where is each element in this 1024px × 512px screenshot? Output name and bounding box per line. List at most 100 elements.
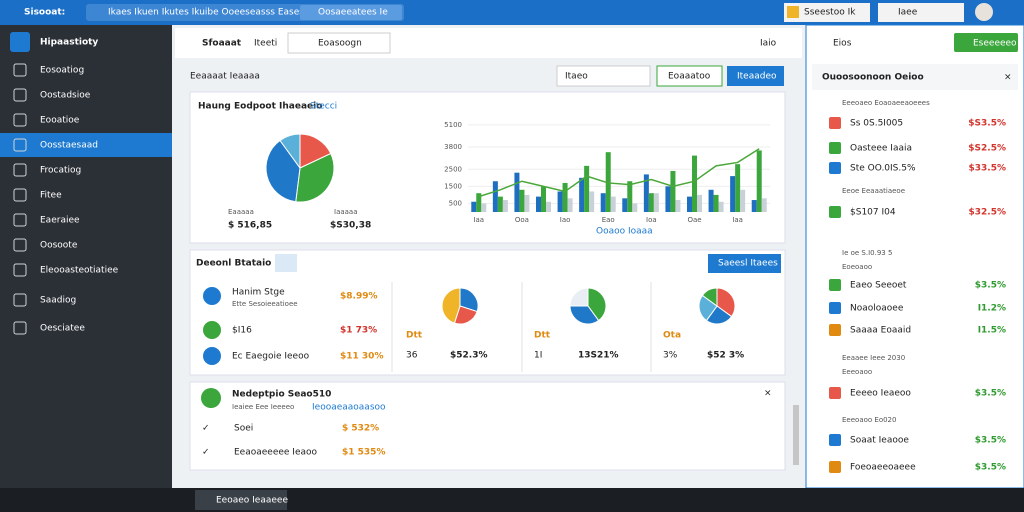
item-icon	[829, 461, 841, 473]
panel-item: Noaoloaoee	[850, 304, 904, 314]
bar	[761, 198, 767, 212]
nav-item[interactable]: Frocatiog	[40, 166, 81, 176]
bar	[600, 193, 606, 212]
tab[interactable]	[300, 5, 402, 20]
bar	[481, 203, 487, 212]
pie-slice	[569, 305, 600, 325]
account-box[interactable]	[784, 3, 870, 22]
search-box[interactable]	[878, 3, 964, 22]
panel-value: I1.2%	[978, 304, 1006, 314]
row-name: Ec Eaegoie Ieeoo	[232, 352, 310, 362]
nav-item[interactable]: Eooatioe	[40, 116, 80, 126]
right-panel	[805, 24, 1024, 489]
toolbar-tab[interactable]: Iteeti	[254, 39, 277, 49]
nav-item[interactable]: Eaeraiee	[40, 216, 80, 226]
row-icon	[203, 287, 221, 305]
item-icon	[829, 117, 841, 129]
scrollbar[interactable]	[793, 405, 799, 465]
nav-item[interactable]: Saadiog	[40, 296, 76, 306]
bar	[584, 165, 590, 212]
panel-heading: Eeeoaoo	[842, 368, 872, 376]
nav-item[interactable]: Eosoatiog	[40, 66, 84, 76]
pie-small: 36	[406, 351, 418, 361]
card-title: Nedeptpio Seao510	[232, 390, 331, 400]
sidebar-title: Hipaastioty	[40, 38, 98, 48]
panel-value: $3.5%	[975, 389, 1006, 399]
bar	[648, 193, 654, 212]
nav-icon	[13, 63, 27, 77]
button[interactable]	[727, 66, 784, 86]
bar	[692, 155, 697, 212]
taskbar	[0, 488, 1024, 512]
pie-slice	[279, 133, 301, 170]
taskbar-app[interactable]	[195, 490, 287, 510]
nav-item[interactable]: Oostadsioe	[40, 91, 91, 101]
pie-value: $52.3%	[450, 351, 488, 361]
x-tick-label: Eao	[602, 216, 615, 224]
notice-link[interactable]: Ieooaeaaoaasoo	[312, 403, 386, 413]
nav-item[interactable]: Oosstaesaad	[40, 141, 98, 151]
item-icon	[829, 142, 841, 154]
x-tick-label: Ioa	[646, 216, 657, 224]
panel-item: Eaeo Seeoet	[850, 281, 907, 291]
bar	[579, 177, 585, 212]
stat-label: Eaaaaa	[228, 208, 254, 216]
nav-item[interactable]: Oesciatee	[40, 324, 85, 334]
panel-heading: Eeoe Eeaaatiaeoe	[842, 187, 905, 195]
button[interactable]	[656, 65, 723, 87]
y-tick-label: 3800	[444, 143, 462, 151]
active-item	[0, 133, 172, 157]
pie-value: $52 3%	[707, 351, 744, 361]
button-label: Saeesl Itaees	[718, 259, 778, 269]
close[interactable]: ×	[1004, 73, 1012, 83]
nav-icon	[13, 138, 27, 152]
panel-item: Eeeeo Ieaeoo	[850, 389, 911, 399]
bar	[502, 200, 508, 212]
item-icon	[829, 162, 841, 174]
bar	[471, 201, 477, 212]
panel-item: $S107 I04	[850, 208, 896, 218]
panel-item: Ste OO.0IS.5%	[850, 164, 916, 174]
row-value: $ 532%	[342, 424, 379, 434]
item-icon	[829, 387, 841, 399]
notice-icon	[201, 388, 221, 408]
logo	[10, 32, 30, 52]
close[interactable]: ×	[764, 389, 772, 399]
button[interactable]	[708, 254, 781, 273]
row-name: Hanim Stge	[232, 288, 285, 298]
panel-value: $33.5%	[969, 164, 1007, 174]
nav-item[interactable]: Fitee	[40, 191, 62, 201]
panel-title: Ouoosoonoon Oeioo	[822, 73, 924, 83]
nav-item[interactable]: Oosoote	[40, 241, 78, 251]
bar	[713, 194, 719, 212]
panel-tab[interactable]: Eios	[833, 39, 852, 49]
panel-value: $3.5%	[975, 281, 1006, 291]
panel-value: $S3.5%	[968, 119, 1006, 129]
panel-action[interactable]	[954, 33, 1018, 52]
nav-item[interactable]: Eleooasteotiatiee	[40, 266, 119, 276]
trend-line	[478, 148, 760, 198]
filter[interactable]	[556, 65, 651, 87]
avatar[interactable]	[975, 3, 993, 21]
bar	[687, 196, 692, 212]
row-value: $1 73%	[340, 326, 377, 336]
item-icon	[829, 302, 841, 314]
pie-slice	[569, 287, 589, 307]
button-label: Iteaadeo	[737, 72, 777, 82]
expand[interactable]	[275, 254, 297, 272]
filter-label: Itaeo	[565, 72, 588, 82]
pie-value: 13S21%	[578, 351, 619, 361]
pie-small: 1I	[534, 351, 542, 361]
bar	[492, 181, 498, 212]
bar	[653, 193, 659, 212]
pie-slice	[459, 287, 479, 313]
bar	[536, 196, 541, 212]
pie-slice	[701, 287, 718, 307]
bar	[557, 191, 563, 212]
bar	[730, 176, 736, 212]
chart-legend: Ooaoo Ioaaa	[596, 227, 653, 237]
bar	[627, 181, 633, 212]
dropdown[interactable]	[287, 32, 391, 54]
notice-sub: Ieaiee Eee Ieeeeo	[232, 403, 294, 411]
